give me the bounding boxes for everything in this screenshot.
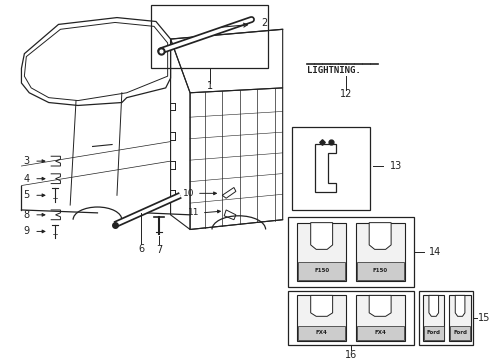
Text: 16: 16 [345,350,357,360]
Polygon shape [356,222,405,281]
Polygon shape [369,296,391,316]
Text: F150: F150 [314,269,329,273]
Bar [419,291,473,345]
Text: FX4: FX4 [316,330,328,336]
Bar [288,291,414,345]
Bar [288,217,414,287]
Polygon shape [311,222,333,249]
Text: 11: 11 [188,208,200,217]
Text: 5: 5 [23,190,29,200]
Text: 3: 3 [23,156,29,166]
Text: 1: 1 [206,81,213,91]
Text: 12: 12 [340,89,352,99]
Polygon shape [297,222,346,281]
Bar [450,326,470,340]
Text: 10: 10 [183,189,195,198]
Bar [298,261,345,280]
Text: 9: 9 [23,226,29,237]
Text: 2: 2 [261,18,268,28]
Bar [424,326,443,340]
Polygon shape [369,222,391,249]
Polygon shape [455,296,465,316]
Polygon shape [356,296,405,341]
Bar [293,127,370,210]
Text: 8: 8 [23,210,29,220]
Text: FX4: FX4 [374,330,386,336]
Text: 7: 7 [156,245,162,255]
Polygon shape [423,296,444,341]
Bar [357,261,404,280]
Bar [357,326,404,340]
Text: Ford: Ford [427,330,441,336]
Polygon shape [297,296,346,341]
Text: 14: 14 [429,247,441,257]
Polygon shape [311,296,333,316]
Text: 13: 13 [390,161,402,171]
Text: F150: F150 [372,269,388,273]
Text: 15: 15 [478,313,490,323]
Bar [298,326,345,340]
Text: 6: 6 [138,244,145,254]
Text: LIGHTNING.: LIGHTNING. [307,66,361,75]
Text: Ford: Ford [453,330,467,336]
Polygon shape [429,296,439,316]
Text: 4: 4 [23,174,29,184]
Polygon shape [449,296,471,341]
Bar [151,5,268,68]
